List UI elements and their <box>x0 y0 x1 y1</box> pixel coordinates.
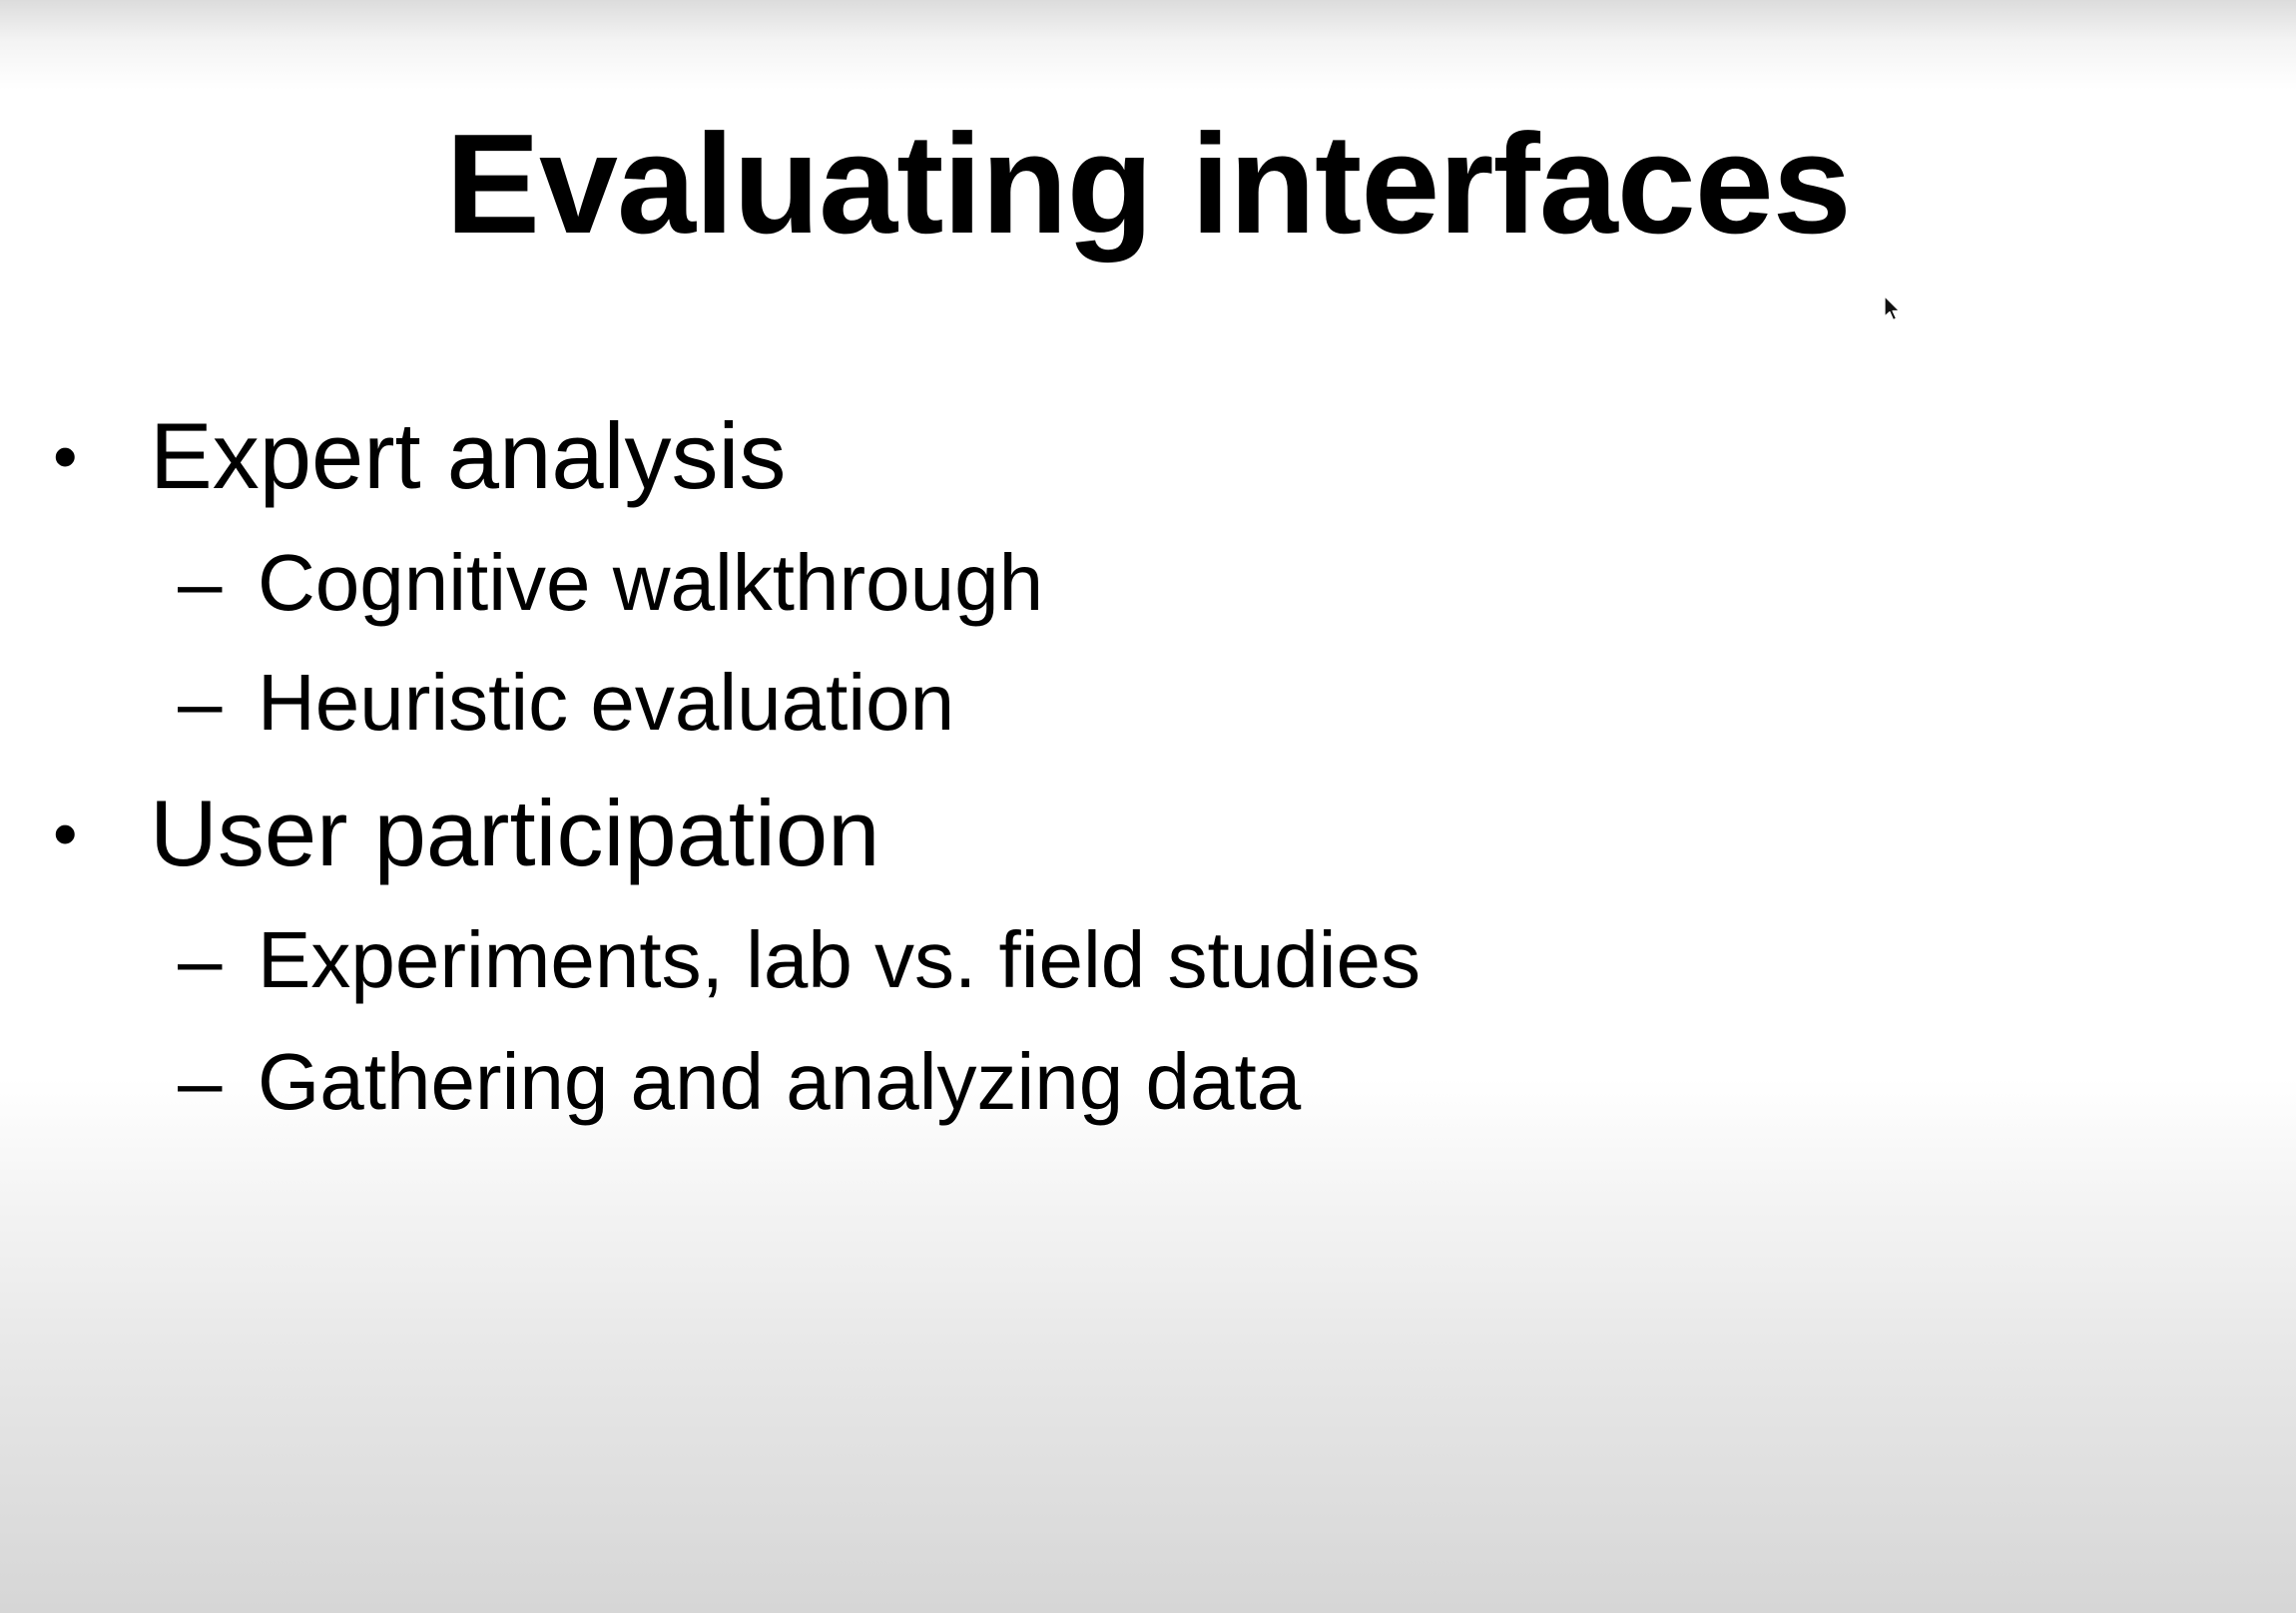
sub-bullet-item: – Heuristic evaluation <box>178 655 955 751</box>
slide-title: Evaluating interfaces <box>445 105 1851 264</box>
sub-bullet-item: – Cognitive walkthrough <box>178 535 1044 631</box>
bullet-marker: • <box>53 417 78 495</box>
dash-marker: – <box>178 538 223 627</box>
sub-bullet-text: Gathering and analyzing data <box>258 1037 1302 1126</box>
mouse-pointer-icon <box>1884 295 1901 321</box>
bullet-text: User participation <box>150 781 880 885</box>
sub-bullet-text: Heuristic evaluation <box>258 658 955 747</box>
bullet-text: Expert analysis <box>150 403 787 508</box>
sub-bullet-text: Cognitive walkthrough <box>258 538 1044 627</box>
dash-marker: – <box>178 1037 223 1126</box>
bullet-marker: • <box>53 795 78 872</box>
bullet-item-expert-analysis: • Expert analysis <box>53 401 787 511</box>
sub-bullet-item: – Experiments, lab vs. field studies <box>178 912 1421 1008</box>
dash-marker: – <box>178 658 223 747</box>
dash-marker: – <box>178 915 223 1004</box>
bullet-item-user-participation: • User participation <box>53 779 880 888</box>
sub-bullet-item: – Gathering and analyzing data <box>178 1034 1302 1130</box>
sub-bullet-text: Experiments, lab vs. field studies <box>258 915 1421 1004</box>
